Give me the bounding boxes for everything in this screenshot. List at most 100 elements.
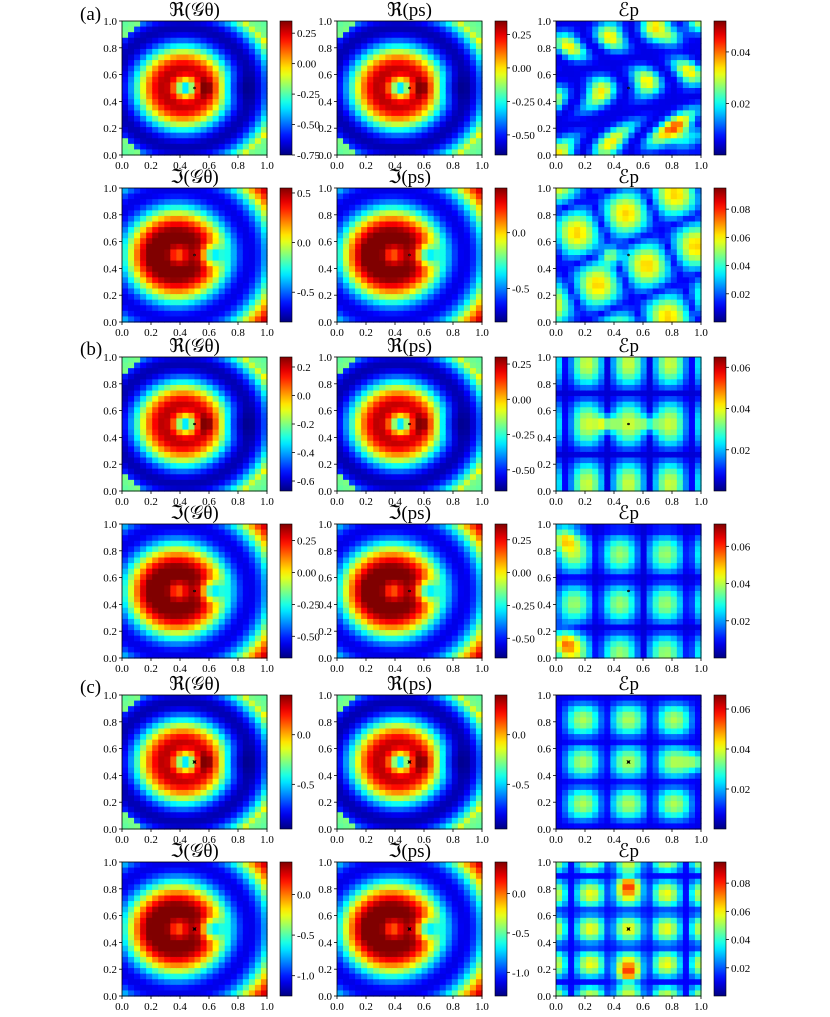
heatmap-cell [128,272,135,278]
heatmap-cell [361,277,368,283]
colorbar-tick-label: -0.50 [512,465,535,477]
heatmap-cell [182,138,189,144]
heatmap-cell [367,363,374,369]
heatmap-cell [562,122,569,128]
heatmap-cell [349,300,356,306]
heatmap-cell [349,446,356,452]
x-tick-label: 1.0 [475,496,489,508]
heatmap-cell [207,249,214,255]
heatmap-cell [464,441,471,447]
heatmap-cell [343,430,350,436]
heatmap-cell [140,277,147,283]
heatmap-cell [213,138,220,144]
heatmap-cell [219,430,226,436]
heatmap-cell [158,418,165,424]
heatmap-cell [255,244,262,250]
heatmap-cell [201,272,208,278]
heatmap-cell [134,60,141,66]
heatmap-cell [255,289,262,295]
heatmap-cell [182,396,189,402]
heatmap-cell [337,374,344,380]
heatmap-cell [373,368,380,374]
heatmap-cell [337,413,344,419]
heatmap-cell [464,127,471,133]
heatmap-cell [452,266,459,272]
heatmap-cell [422,272,429,278]
heatmap-cell [219,66,226,72]
heatmap-cell [195,363,202,369]
heatmap-cell [164,116,171,122]
heatmap-cell [470,418,477,424]
heatmap-cell [397,446,404,452]
heatmap-cell [237,110,244,116]
heatmap-cell [367,144,374,150]
heatmap-cell [440,418,447,424]
heatmap-cell [164,261,171,267]
heatmap-cell [134,71,141,77]
heatmap-cell [403,188,410,194]
heatmap-cell [379,216,386,222]
heatmap-cell [207,463,214,469]
heatmap-cell [152,127,159,133]
heatmap-cell [598,227,605,233]
heatmap-cell [659,133,666,139]
heatmap-cell [231,305,238,311]
heatmap-cell [470,261,477,267]
heatmap-cell [586,55,593,61]
heatmap-cell [568,38,575,44]
heatmap-cell [152,261,159,267]
heatmap-cell [403,116,410,122]
heatmap-cell [122,127,129,133]
x-tick-label: 0.0 [115,327,129,339]
heatmap-cell [152,379,159,385]
heatmap-cell [128,374,135,380]
heatmap-cell [158,105,165,111]
heatmap-cell [562,138,569,144]
heatmap-cell [622,277,629,283]
heatmap-cell [176,122,183,128]
heatmap-cell [592,249,599,255]
heatmap-cell [635,272,642,278]
heatmap-cell [416,88,423,94]
heatmap-cell [361,99,368,105]
heatmap-cell [182,21,189,27]
heatmap-cell [367,441,374,447]
heatmap-cell [397,110,404,116]
heatmap-cell [689,105,696,111]
heatmap-cell [616,49,623,55]
heatmap-cell [446,272,453,278]
heatmap-cell [671,261,678,267]
heatmap-cell [397,205,404,211]
heatmap-cell [343,424,350,430]
heatmap-cell [580,244,587,250]
heatmap-cell [158,216,165,222]
heatmap-cell [188,289,195,295]
heatmap-cell [225,32,232,38]
heatmap-cell [140,396,147,402]
heatmap-cell [598,266,605,272]
heatmap-cell [237,216,244,222]
heatmap-cell [152,368,159,374]
heatmap-cell [243,88,250,94]
heatmap-cell [373,463,380,469]
heatmap-cell [586,88,593,94]
heatmap-cell [225,363,232,369]
heatmap-cell [146,116,153,122]
heatmap-cell [219,205,226,211]
heatmap-cell [176,94,183,100]
heatmap-cell [373,105,380,111]
heatmap-cell [170,441,177,447]
heatmap-cell [568,413,575,419]
heatmap-cell [629,105,636,111]
heatmap-cell [385,294,392,300]
heatmap-cell [410,43,417,49]
heatmap-cell [416,94,423,100]
heatmap-cell [428,463,435,469]
heatmap-cell [164,249,171,255]
heatmap-cell [391,407,398,413]
heatmap-cell [207,188,214,194]
heatmap-cell [195,21,202,27]
heatmap-cell [122,216,129,222]
heatmap-cell [464,43,471,49]
heatmap-cell [464,222,471,228]
